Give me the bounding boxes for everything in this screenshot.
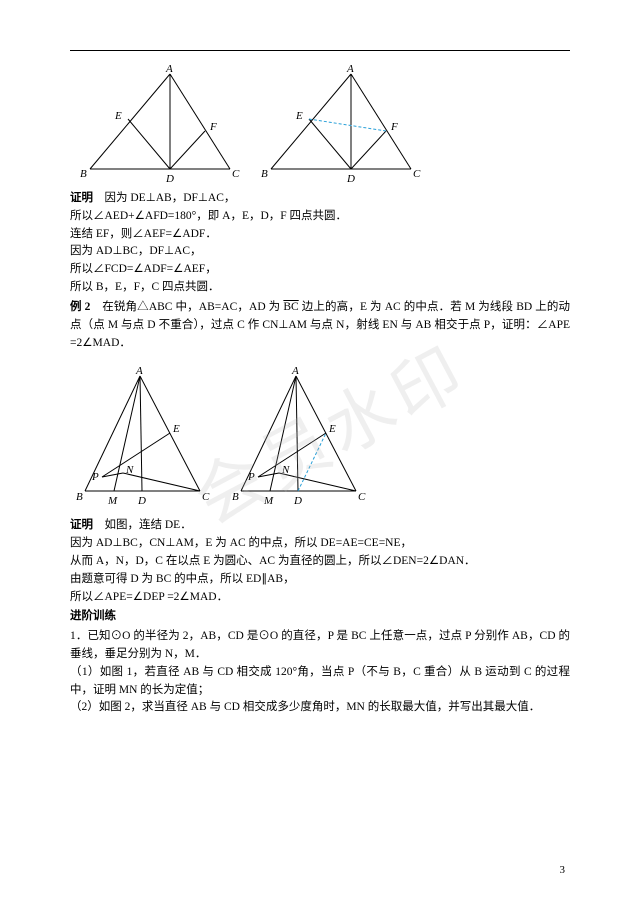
figure-row-1: A B C D E F A B C D E F	[70, 64, 570, 184]
text-line: 因为 AD⊥BC，DF⊥AC，	[70, 243, 570, 261]
svg-text:M: M	[263, 495, 274, 507]
problem-line: （2）如图 2，求当直径 AB 与 CD 相交成多少度角时，MN 的长取最大值，…	[70, 699, 570, 717]
text-line: 由题意可得 D 为 BC 的中点，所以 ED∥AB，	[70, 571, 570, 589]
svg-text:C: C	[202, 491, 210, 503]
svg-text:B: B	[261, 168, 268, 180]
text-line: 从而 A，N，D，C 在以点 E 为圆心、AC 为直径的圆上，所以∠DEN=2∠…	[70, 553, 570, 571]
document-page: 会员水印 ABCDEF ABCDEF 证明 因为 DE⊥AB，DF⊥AC，所以∠…	[0, 0, 640, 906]
text-line: 所以∠APE=∠DEP =2∠MAD．	[70, 589, 570, 607]
page-number: 3	[560, 864, 566, 876]
svg-text:B: B	[76, 491, 83, 503]
svg-text:D: D	[137, 495, 146, 507]
problem-line: （1）如图 1，若直径 AB 与 CD 相交成 120°角，当点 P（不与 B，…	[70, 664, 570, 700]
example-text: 例 2 在锐角△ABC 中，AB=AC，AD 为 BC 边上的高，E 为 AC …	[70, 299, 570, 352]
svg-text:N: N	[281, 464, 290, 476]
header-rule	[70, 50, 570, 51]
text-line: 证明 如图，连结 DE．	[70, 517, 570, 535]
proof-block-1: 证明 因为 DE⊥AB，DF⊥AC，所以∠AED+∠AFD=180°，即 A，E…	[70, 190, 570, 297]
problem-block: 1．已知⊙O 的半径为 2，AB，CD 是⊙O 的直径，P 是 BC 上任意一点…	[70, 628, 570, 717]
figure-3: A B C D M N P E	[70, 366, 220, 511]
svg-text:C: C	[232, 168, 240, 180]
svg-text:A: A	[165, 64, 173, 75]
svg-text:D: D	[165, 173, 174, 184]
text-line: 所以 B，E，F，C 四点共圆．	[70, 279, 570, 297]
svg-text:E: E	[328, 423, 336, 435]
figure-4: A B C D M N P E	[226, 366, 376, 511]
svg-text:F: F	[209, 121, 217, 133]
heading-text: 进阶训练	[70, 608, 570, 626]
svg-text:P: P	[247, 471, 255, 483]
figure-1: A B C D E F	[70, 64, 245, 184]
svg-text:C: C	[413, 168, 421, 180]
svg-text:E: E	[172, 423, 180, 435]
svg-text:D: D	[346, 173, 355, 184]
svg-text:A: A	[346, 64, 354, 75]
svg-text:E: E	[114, 110, 122, 122]
svg-text:A: A	[135, 366, 143, 377]
svg-text:P: P	[91, 471, 99, 483]
figure-row-2: A B C D M N P E A B C D M N P E	[70, 366, 570, 511]
section-heading: 进阶训练	[70, 608, 570, 626]
text-line: 所以∠FCD=∠ADF=∠AEF，	[70, 261, 570, 279]
text-line: 证明 因为 DE⊥AB，DF⊥AC，	[70, 190, 570, 208]
svg-text:B: B	[232, 491, 239, 503]
svg-text:A: A	[291, 366, 299, 377]
svg-text:M: M	[107, 495, 118, 507]
text-line: 连结 EF，则∠AEF=∠ADF．	[70, 226, 570, 244]
svg-text:E: E	[295, 110, 303, 122]
svg-text:B: B	[80, 168, 87, 180]
figure-2: A B C D E F	[251, 64, 426, 184]
svg-text:F: F	[390, 121, 398, 133]
svg-text:D: D	[293, 495, 302, 507]
proof-block-2: 证明 如图，连结 DE．因为 AD⊥BC，CN⊥AM，E 为 AC 的中点，所以…	[70, 517, 570, 606]
svg-text:C: C	[358, 491, 366, 503]
svg-text:N: N	[125, 464, 134, 476]
text-line: 因为 AD⊥BC，CN⊥AM，E 为 AC 的中点，所以 DE=AE=CE=NE…	[70, 535, 570, 553]
text-line: 所以∠AED+∠AFD=180°，即 A，E，D，F 四点共圆．	[70, 208, 570, 226]
problem-line: 1．已知⊙O 的半径为 2，AB，CD 是⊙O 的直径，P 是 BC 上任意一点…	[70, 628, 570, 664]
example-2: 例 2 在锐角△ABC 中，AB=AC，AD 为 BC 边上的高，E 为 AC …	[70, 299, 570, 352]
